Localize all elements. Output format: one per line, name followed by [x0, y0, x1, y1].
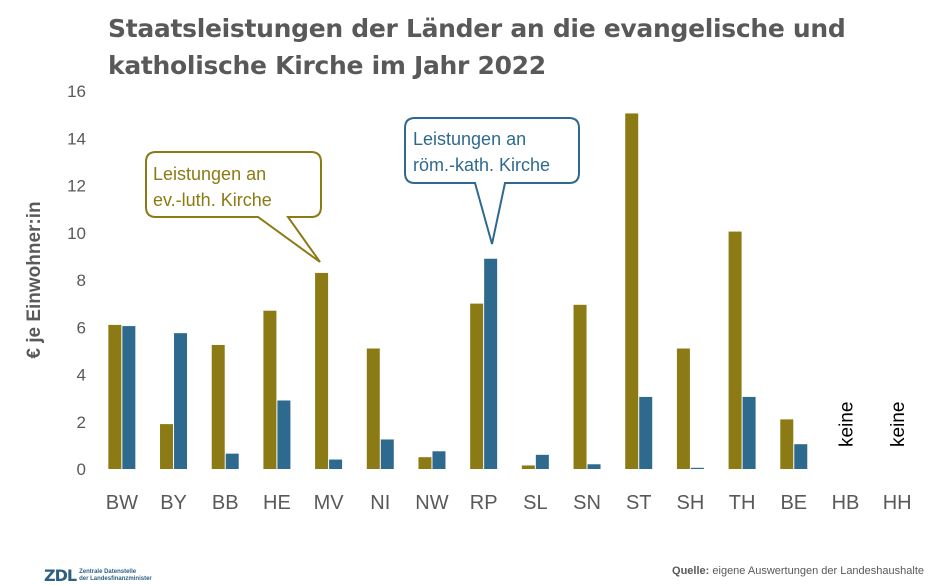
bar-bw-series-1	[108, 324, 122, 469]
y-tick-label: 0	[77, 460, 86, 479]
bar-sh-series-1	[676, 348, 690, 469]
no-data-label: keine	[888, 402, 909, 447]
logo-line-1: Zentrale Datenstelle	[79, 568, 137, 575]
bar-by-series-2	[174, 333, 188, 469]
y-tick-label: 6	[77, 318, 86, 337]
x-tick-label: MV	[314, 492, 345, 514]
bar-th-series-1	[728, 231, 742, 469]
x-axis-ticks: BW BY BB HE MV NI NW RP SL SN ST SH TH BE keine HB keine…	[106, 402, 912, 514]
title-line-1: Staatsleistungen der Länder an die evang…	[108, 14, 846, 43]
source-note: Quelle: eigene Auswertungen der Landesha…	[672, 565, 924, 577]
bar-he-series-1	[263, 310, 277, 469]
bar-bb-series-2	[225, 453, 239, 469]
callout-ev-luth-shape	[145, 151, 322, 263]
bar-bw-series-2	[122, 326, 136, 469]
x-tick-label: NW	[415, 492, 448, 514]
bar-sl-series-1	[521, 465, 535, 469]
x-tick-label: TH	[729, 492, 756, 514]
x-tick-label: SH	[677, 492, 705, 514]
callout-roem-kath-line-1: Leistungen an	[413, 129, 526, 149]
bars	[108, 113, 808, 469]
zdl-logo: ZDL Zentrale Datenstelle der Landesfinan…	[44, 566, 152, 585]
y-tick-label: 8	[77, 271, 86, 290]
bar-bb-series-1	[211, 344, 225, 469]
callout-roem-kath-line-2: röm.-kath. Kirche	[413, 155, 550, 175]
x-tick-label: HB	[832, 492, 860, 514]
logo-text: Zentrale Datenstelle der Landesfinanzmin…	[79, 569, 152, 583]
y-tick-label: 14	[67, 129, 86, 148]
y-axis-label: € je Einwohner:in	[24, 201, 45, 358]
bar-be-series-1	[780, 419, 794, 469]
bar-mv-series-1	[315, 272, 329, 469]
x-tick-label: SL	[523, 492, 547, 514]
annotation-roem-kath: Leistungen an röm.-kath. Kirche	[404, 117, 580, 245]
bar-th-series-2	[742, 396, 756, 469]
source-label: Quelle:	[672, 565, 710, 577]
x-tick-label: BB	[212, 492, 239, 514]
y-tick-label: 16	[67, 82, 86, 101]
bar-by-series-1	[160, 424, 174, 469]
callout-ev-luth-line-2: ev.-luth. Kirche	[153, 190, 272, 210]
bar-sn-series-1	[573, 304, 587, 469]
bar-sn-series-2	[587, 464, 601, 469]
title-line-2: katholische Kirche im Jahr 2022	[108, 51, 546, 80]
x-tick-label: HE	[263, 492, 291, 514]
x-tick-label: BY	[160, 492, 187, 514]
y-axis-ticks: 0 2 4 6 8 10 12 14 16	[67, 82, 86, 479]
bar-mv-series-2	[329, 459, 343, 469]
bar-be-series-2	[794, 444, 808, 469]
no-data-label: keine	[836, 402, 857, 447]
logo-line-2: der Landesfinanzminister	[79, 575, 152, 582]
source-text: eigene Auswertungen der Landeshaushalte	[709, 565, 924, 577]
bar-rp-series-2	[484, 258, 498, 469]
bar-ni-series-1	[366, 348, 380, 469]
bar-he-series-2	[277, 400, 291, 469]
bar-rp-series-1	[470, 303, 484, 469]
y-tick-label: 2	[77, 413, 86, 432]
chart-title: Staatsleistungen der Länder an die evang…	[108, 10, 868, 84]
y-tick-label: 10	[67, 224, 86, 243]
annotation-ev-luth: Leistungen an ev.-luth. Kirche	[145, 151, 322, 263]
y-tick-label: 12	[67, 177, 86, 196]
callout-roem-kath-shape	[404, 117, 580, 245]
logo-mark: ZDL	[44, 566, 77, 585]
x-tick-label: BW	[106, 492, 138, 514]
bar-sl-series-2	[535, 454, 549, 469]
x-tick-label: SN	[573, 492, 601, 514]
bar-sh-series-2	[690, 467, 704, 469]
bar-ni-series-2	[380, 439, 394, 469]
y-tick-label: 4	[77, 366, 86, 385]
x-tick-label: NI	[370, 492, 390, 514]
callout-ev-luth-line-1: Leistungen an	[153, 164, 266, 184]
bar-nw-series-2	[432, 451, 446, 469]
x-tick-label: RP	[470, 492, 498, 514]
x-tick-label: ST	[626, 492, 652, 514]
x-tick-label: HH	[883, 492, 912, 514]
bar-st-series-1	[625, 113, 639, 469]
x-tick-label: BE	[780, 492, 807, 514]
bar-nw-series-1	[418, 457, 432, 469]
bar-st-series-2	[639, 396, 653, 469]
